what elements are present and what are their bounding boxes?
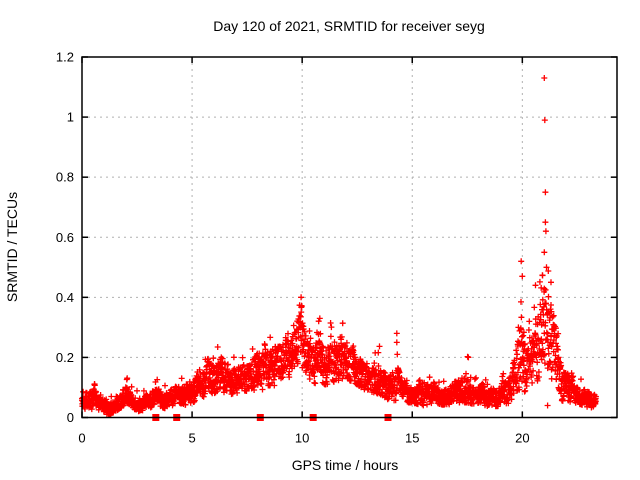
x-tick-label: 15 [405, 431, 419, 446]
y-tick-label: 1 [67, 110, 74, 125]
y-tick-label: 1.2 [56, 50, 74, 65]
scatter-data-layer [79, 75, 599, 421]
axis-layer [81, 56, 618, 419]
x-axis-label: GPS time / hours [292, 457, 399, 473]
x-tick-label: 0 [78, 431, 85, 446]
chart-title: Day 120 of 2021, SRMTID for receiver sey… [213, 18, 485, 34]
y-axis-label: SRMTID / TECUs [4, 192, 20, 302]
y-tick-label: 0.2 [56, 350, 74, 365]
y-tick-label: 0 [67, 410, 74, 425]
x-tick-label: 20 [515, 431, 529, 446]
y-tick-label: 0.6 [56, 230, 74, 245]
x-tick-label: 10 [295, 431, 309, 446]
tick-label-layer: 0 5 10 15 20 0 0.2 0.4 0.6 0.8 1 1.2 [56, 50, 530, 446]
y-tick-label: 0.8 [56, 170, 74, 185]
y-tick-label: 0.4 [56, 290, 74, 305]
srmtid-plus-markers [79, 75, 599, 418]
x-tick-label: 5 [188, 431, 195, 446]
